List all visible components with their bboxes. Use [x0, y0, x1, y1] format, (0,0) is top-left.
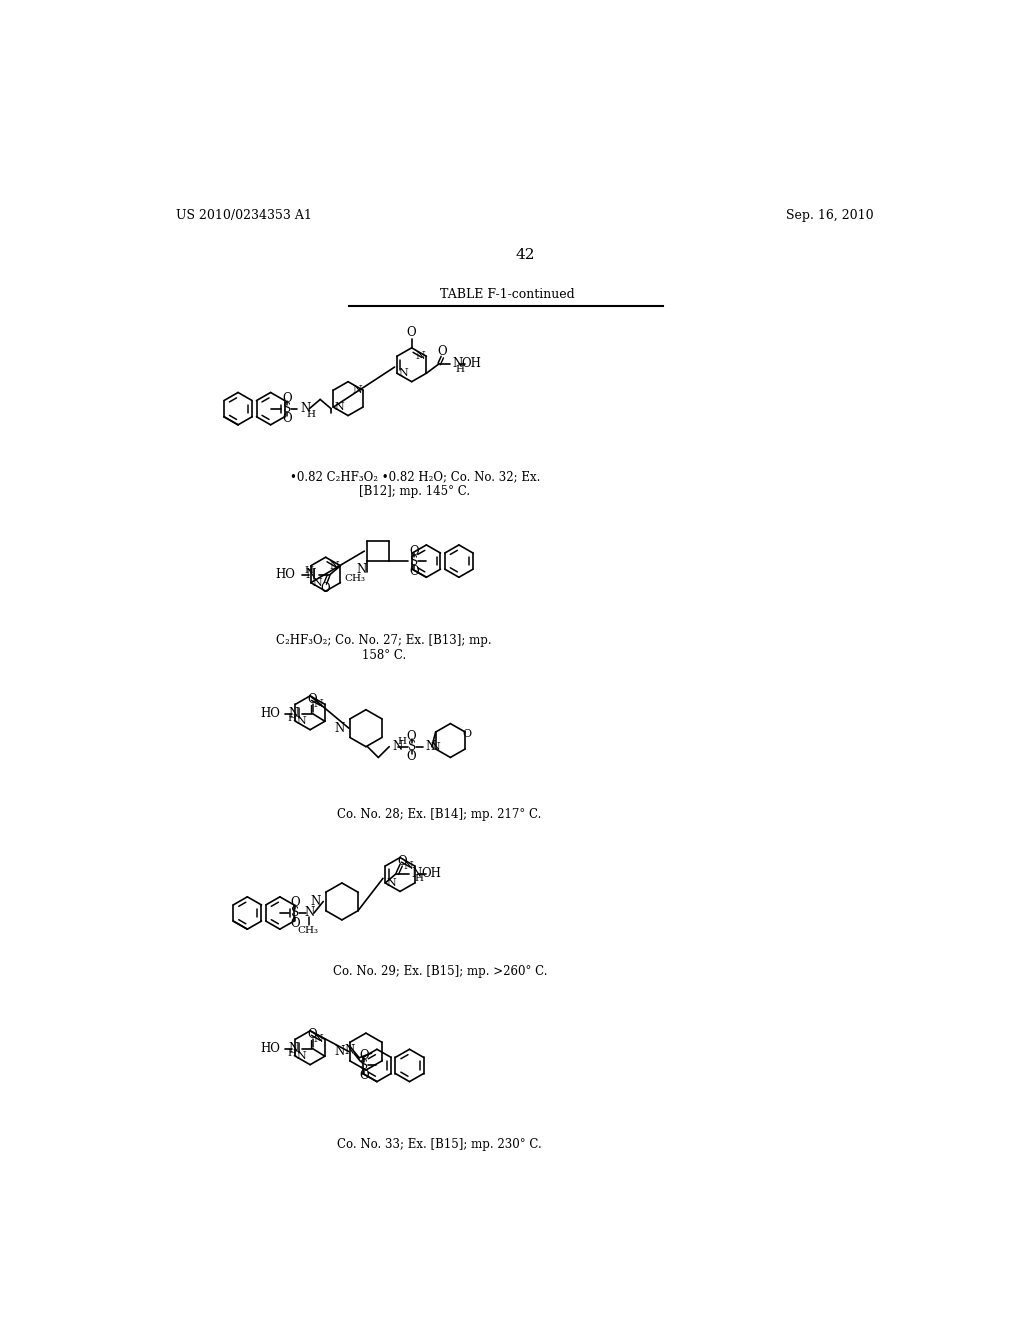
Text: N: N [352, 385, 362, 395]
Text: N: N [334, 722, 344, 735]
Text: CH₃: CH₃ [344, 574, 366, 582]
Text: S: S [292, 907, 299, 920]
Text: H: H [287, 714, 296, 722]
Text: S: S [410, 554, 418, 568]
Text: HO: HO [260, 708, 280, 721]
Text: N: N [387, 878, 396, 888]
Text: O: O [359, 1049, 369, 1063]
Text: Co. No. 33; Ex. [B15]; mp. 230° C.: Co. No. 33; Ex. [B15]; mp. 230° C. [337, 1138, 542, 1151]
Text: CH₃: CH₃ [297, 927, 318, 935]
Text: N: N [297, 717, 306, 726]
Text: N: N [313, 700, 324, 709]
Text: N: N [334, 403, 344, 412]
Text: N: N [304, 907, 314, 920]
Text: Co. No. 28; Ex. [B14]; mp. 217° C.: Co. No. 28; Ex. [B14]; mp. 217° C. [337, 808, 542, 821]
Text: US 2010/0234353 A1: US 2010/0234353 A1 [176, 209, 312, 222]
Text: O: O [291, 916, 300, 929]
Text: N: N [345, 1044, 355, 1056]
Text: N: N [426, 741, 436, 754]
Text: N: N [431, 742, 440, 752]
Text: H: H [306, 409, 315, 418]
Text: H: H [287, 1048, 296, 1057]
Text: HO: HO [275, 569, 296, 582]
Text: O: O [437, 345, 446, 358]
Text: O: O [282, 392, 292, 405]
Text: HO: HO [260, 1041, 280, 1055]
Text: S: S [359, 1059, 368, 1072]
Text: N: N [453, 358, 463, 371]
Text: Co. No. 29; Ex. [B15]; mp. >260° C.: Co. No. 29; Ex. [B15]; mp. >260° C. [334, 965, 548, 978]
Text: N: N [305, 569, 315, 582]
Text: N: N [412, 867, 422, 880]
Text: O: O [359, 1069, 369, 1082]
Text: N: N [334, 1045, 344, 1059]
Text: H: H [456, 364, 464, 374]
Text: N: N [392, 741, 402, 754]
Text: C₂HF₃O₂; Co. No. 27; Ex. [B13]; mp.
158° C.: C₂HF₃O₂; Co. No. 27; Ex. [B13]; mp. 158°… [275, 635, 492, 663]
Text: O: O [291, 896, 300, 909]
Text: 42: 42 [515, 248, 535, 261]
Text: O: O [282, 412, 292, 425]
Text: •0.82 C₂HF₃O₂ •0.82 H₂O; Co. No. 32; Ex.
[B12]; mp. 145° C.: •0.82 C₂HF₃O₂ •0.82 H₂O; Co. No. 32; Ex.… [290, 470, 540, 498]
Text: N: N [312, 578, 323, 587]
Text: N: N [289, 1041, 299, 1055]
Text: O: O [407, 750, 417, 763]
Text: S: S [283, 403, 291, 416]
Text: TABLE F-1-continued: TABLE F-1-continued [440, 288, 575, 301]
Text: O: O [321, 582, 330, 595]
Text: N: N [310, 895, 321, 908]
Text: O: O [307, 1028, 317, 1041]
Text: H: H [305, 566, 314, 574]
Text: Sep. 16, 2010: Sep. 16, 2010 [786, 209, 873, 222]
Text: S: S [408, 741, 416, 754]
Text: N: N [356, 562, 367, 576]
Text: N: N [297, 1051, 306, 1061]
Text: O: O [407, 730, 417, 743]
Text: O: O [410, 565, 419, 578]
Text: O: O [410, 545, 419, 557]
Text: N: N [289, 708, 299, 721]
Text: N: N [415, 351, 425, 362]
Text: N: N [300, 403, 310, 416]
Text: O: O [407, 326, 417, 339]
Text: N: N [329, 561, 339, 570]
Text: O: O [397, 855, 408, 869]
Text: O: O [462, 729, 471, 739]
Text: H: H [397, 737, 407, 746]
Text: N: N [398, 368, 409, 379]
Text: OH: OH [422, 867, 441, 880]
Text: O: O [307, 693, 317, 706]
Text: H: H [414, 874, 423, 883]
Text: N: N [313, 1035, 324, 1044]
Text: N: N [403, 861, 414, 871]
Text: OH: OH [462, 358, 481, 371]
